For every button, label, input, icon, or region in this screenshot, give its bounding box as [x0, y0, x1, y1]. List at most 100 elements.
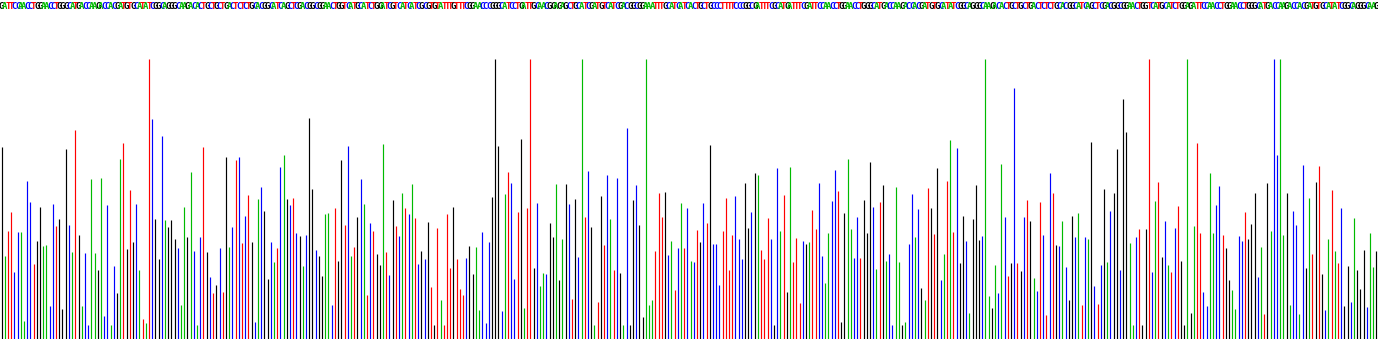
Text: A: A — [409, 2, 415, 11]
Text: T: T — [695, 2, 700, 11]
Text: C: C — [269, 2, 273, 11]
Text: C: C — [1011, 2, 1017, 11]
Text: T: T — [653, 2, 659, 11]
Text: C: C — [407, 2, 411, 11]
Text: G: G — [958, 2, 962, 11]
Text: C: C — [134, 2, 139, 11]
Text: G: G — [960, 2, 966, 11]
Text: T: T — [765, 2, 770, 11]
Text: C: C — [50, 2, 55, 11]
Text: C: C — [192, 2, 197, 11]
Text: T: T — [8, 2, 14, 11]
Text: C: C — [980, 2, 985, 11]
Text: T: T — [506, 2, 511, 11]
Text: A: A — [44, 2, 50, 11]
Text: A: A — [1297, 2, 1302, 11]
Text: C: C — [871, 2, 876, 11]
Text: G: G — [1304, 2, 1309, 11]
Text: G: G — [1248, 2, 1254, 11]
Text: T: T — [364, 2, 369, 11]
Text: G: G — [0, 2, 4, 11]
Text: A: A — [620, 2, 626, 11]
Text: A: A — [1268, 2, 1273, 11]
Text: A: A — [678, 2, 683, 11]
Text: C: C — [1034, 2, 1039, 11]
Text: C: C — [25, 2, 30, 11]
Text: G: G — [1357, 2, 1363, 11]
Text: G: G — [531, 2, 536, 11]
Text: C: C — [801, 2, 806, 11]
Text: C: C — [1275, 2, 1280, 11]
Text: C: C — [150, 2, 154, 11]
Text: T: T — [791, 2, 796, 11]
Text: A: A — [845, 2, 850, 11]
Text: A: A — [649, 2, 655, 11]
Text: A: A — [1166, 2, 1171, 11]
Text: A: A — [1287, 2, 1293, 11]
Text: G: G — [1120, 2, 1126, 11]
Text: C: C — [1217, 2, 1222, 11]
Text: C: C — [1364, 2, 1370, 11]
Text: G: G — [1188, 2, 1193, 11]
Text: A: A — [644, 2, 649, 11]
Text: C: C — [624, 2, 630, 11]
Text: C: C — [486, 2, 492, 11]
Text: C: C — [717, 2, 722, 11]
Text: G: G — [378, 2, 383, 11]
Text: C: C — [83, 2, 88, 11]
Text: T: T — [1096, 2, 1100, 11]
Text: G: G — [977, 2, 981, 11]
Text: C: C — [294, 2, 299, 11]
Text: C: C — [701, 2, 706, 11]
Text: C: C — [230, 2, 236, 11]
Text: T: T — [1005, 2, 1010, 11]
Text: A: A — [1130, 2, 1135, 11]
Text: C: C — [714, 2, 719, 11]
Text: G: G — [1089, 2, 1094, 11]
Text: T: T — [245, 2, 251, 11]
Text: G: G — [114, 2, 120, 11]
Text: C: C — [47, 2, 52, 11]
Text: T: T — [457, 2, 463, 11]
Text: G: G — [1319, 2, 1324, 11]
Text: G: G — [310, 2, 316, 11]
Text: C: C — [1204, 2, 1210, 11]
Text: G: G — [1115, 2, 1119, 11]
Text: G: G — [663, 2, 668, 11]
Text: G: G — [496, 2, 502, 11]
Text: C: C — [1091, 2, 1097, 11]
Text: A: A — [92, 2, 98, 11]
Text: C: C — [1348, 2, 1353, 11]
Text: C: C — [774, 2, 780, 11]
Text: A: A — [903, 2, 908, 11]
Text: C: C — [692, 2, 696, 11]
Text: T: T — [1220, 2, 1225, 11]
Text: C: C — [733, 2, 739, 11]
Text: C: C — [1299, 2, 1305, 11]
Text: C: C — [207, 2, 212, 11]
Text: C: C — [1162, 2, 1167, 11]
Text: G: G — [185, 2, 190, 11]
Text: A: A — [1127, 2, 1133, 11]
Text: T: T — [1014, 2, 1020, 11]
Text: T: T — [719, 2, 725, 11]
Text: T: T — [121, 2, 125, 11]
Text: C: C — [1290, 2, 1295, 11]
Text: G: G — [492, 2, 497, 11]
Text: A: A — [983, 2, 988, 11]
Text: G: G — [373, 2, 379, 11]
Text: G: G — [320, 2, 325, 11]
Text: T: T — [54, 2, 59, 11]
Text: G: G — [76, 2, 81, 11]
Text: G: G — [1178, 2, 1184, 11]
Text: T: T — [1243, 2, 1247, 11]
Text: G: G — [1067, 2, 1072, 11]
Text: T: T — [876, 2, 882, 11]
Text: C: C — [1323, 2, 1328, 11]
Text: T: T — [682, 2, 686, 11]
Text: G: G — [1009, 2, 1014, 11]
Text: T: T — [127, 2, 132, 11]
Text: A: A — [1371, 2, 1375, 11]
Text: G: G — [743, 2, 748, 11]
Text: A: A — [755, 2, 761, 11]
